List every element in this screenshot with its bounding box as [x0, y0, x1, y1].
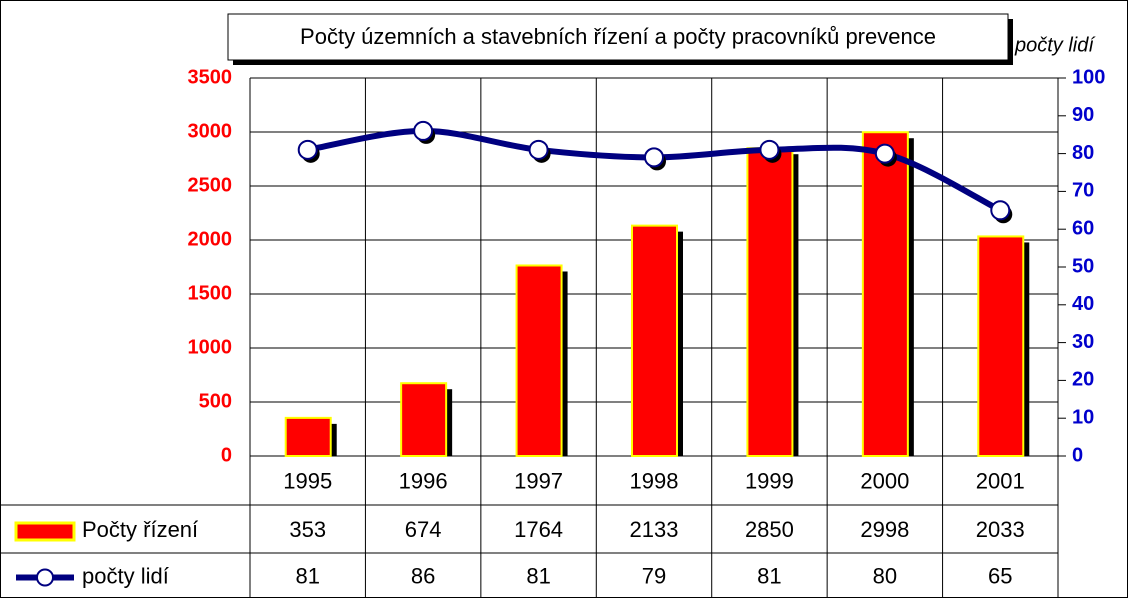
y2-tick-label: 10 [1072, 406, 1094, 428]
marker [874, 143, 895, 164]
table-value: 2133 [630, 517, 679, 542]
bar [631, 224, 678, 457]
y2-tick-label: 40 [1072, 293, 1094, 315]
marker [759, 139, 780, 160]
x-tick-label: 1999 [745, 468, 794, 493]
y2-tick-label: 0 [1072, 444, 1083, 466]
y2-tick-label: 50 [1072, 255, 1094, 277]
bar [861, 131, 909, 457]
legend-key [14, 521, 76, 542]
y2-tick-label: 30 [1072, 331, 1094, 353]
x-tick-label: 1998 [630, 468, 679, 493]
table-value: 2998 [860, 517, 909, 542]
bar [746, 147, 794, 457]
legend-label: počty lidí [82, 563, 169, 588]
legend-label: Počty řízení [82, 517, 198, 542]
table-value: 81 [295, 563, 319, 588]
table-value: 80 [873, 563, 897, 588]
table-value: 2850 [745, 517, 794, 542]
marker [297, 139, 318, 160]
y2-tick-label: 70 [1072, 180, 1094, 202]
y-tick-label: 1000 [188, 336, 233, 358]
bar [515, 264, 563, 457]
y-tick-label: 2500 [188, 174, 233, 196]
y2-tick-label: 80 [1072, 142, 1094, 164]
y2-tick-label: 100 [1072, 66, 1105, 88]
marker [644, 147, 664, 168]
chart-title: Počty územních a stavebních řízení a poč… [300, 24, 936, 49]
marker [990, 200, 1011, 221]
bar [977, 235, 1025, 457]
table-value: 353 [289, 517, 326, 542]
marker [413, 120, 434, 141]
y2-tick-label: 60 [1072, 217, 1094, 239]
y-tick-label: 3500 [188, 66, 233, 88]
table-value: 674 [405, 517, 442, 542]
table-value: 79 [642, 563, 666, 588]
legend-marker [36, 568, 54, 587]
marker [528, 139, 549, 160]
table-value: 65 [988, 563, 1012, 588]
y-tick-label: 1500 [188, 282, 233, 304]
table-value: 2033 [976, 517, 1025, 542]
y2-tick-label: 20 [1072, 369, 1094, 391]
x-tick-label: 1995 [283, 468, 332, 493]
bar [284, 416, 332, 458]
table-value: 81 [526, 563, 550, 588]
y2-axis-label: počty lidí [1014, 34, 1096, 56]
y2-tick-label: 90 [1072, 104, 1094, 126]
x-tick-label: 2000 [860, 468, 909, 493]
table-value: 81 [757, 563, 781, 588]
x-tick-label: 1997 [514, 468, 563, 493]
y-tick-label: 2000 [188, 228, 233, 250]
table-value: 1764 [514, 517, 563, 542]
bar [400, 382, 448, 458]
y-tick-label: 3000 [188, 120, 233, 142]
y-tick-label: 500 [199, 390, 232, 412]
x-tick-label: 1996 [399, 468, 448, 493]
table-value: 86 [411, 563, 435, 588]
x-tick-label: 2001 [976, 468, 1025, 493]
title-box [227, 13, 1009, 61]
y-tick-label: 0 [221, 444, 232, 466]
